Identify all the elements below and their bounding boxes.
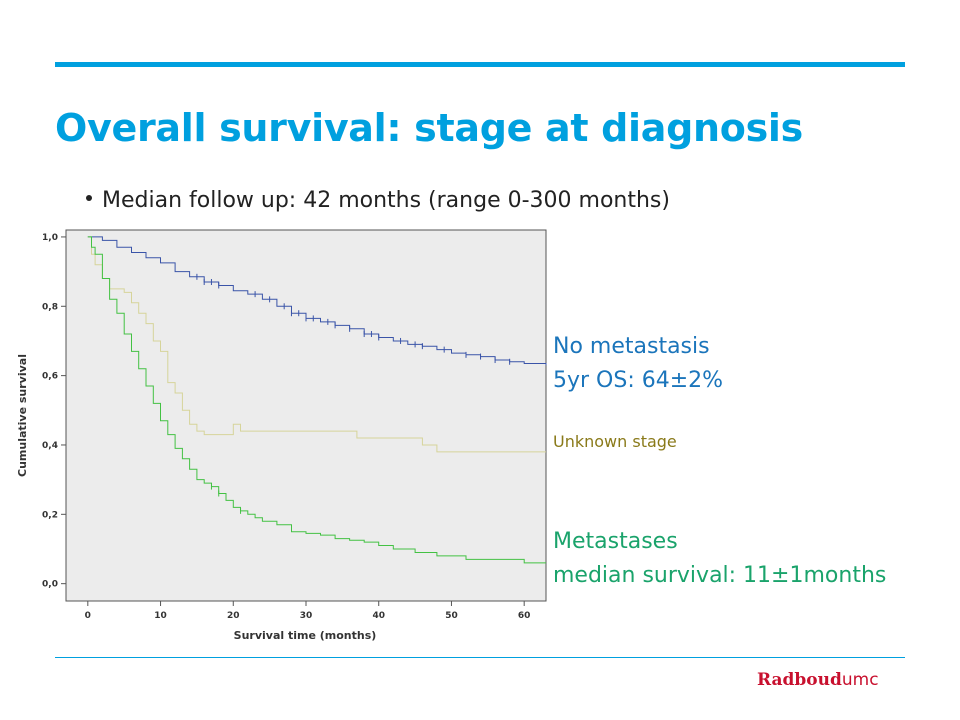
annotation-no-metastasis-os: 5yr OS: 64±2% [553,368,724,393]
top-rule [55,62,905,67]
bottom-rule [55,657,905,658]
slide-title: Overall survival: stage at diagnosis [55,106,803,150]
y-tick-label: 1,0 [42,233,58,243]
x-tick-label: 10 [154,611,167,621]
series-line-unknown-stage [87,236,546,453]
y-tick-label: 0,6 [42,372,58,382]
annotation-no-metastasis-title: No metastasis [553,334,710,359]
y-axis-label: Cumulative survival [16,354,29,477]
y-tick-label: 0,0 [42,580,58,590]
survival-chart-svg: 0 10 20 30 40 50 60 0,0 0,2 0,4 0,6 0,8 1,0 Cumulati… [16,229,547,642]
logo-brand: Radboud [757,670,842,690]
axes: 0 10 20 30 40 50 60 0,0 0,2 0,4 0,6 0,8 1,0 [42,233,530,621]
x-tick-label: 20 [227,611,240,621]
bullet-item: Median follow up: 42 months (range 0-300… [86,188,670,213]
y-tick-label: 0,2 [42,510,58,520]
annotation-no-metastasis: No metastasis 5yr OS: 64±2% [553,330,723,398]
radboudumc-logo: Radboudumc [757,670,879,690]
x-tick-label: 50 [445,611,458,621]
y-tick-label: 0,8 [42,302,58,312]
x-tick-label: 60 [518,611,531,621]
bullet-text: Median follow up: 42 months (range 0-300… [102,188,670,213]
plot-area [65,229,547,602]
annotation-metastases-title: Metastases [553,529,678,554]
x-tick-label: 40 [372,611,385,621]
x-axis-label: Survival time (months) [234,629,377,642]
annotation-unknown-stage: Unknown stage [553,432,677,451]
logo-suffix: umc [841,670,879,690]
annotation-metastases: Metastases median survival: 11±1months [553,525,886,593]
x-tick-label: 30 [300,611,313,621]
y-tick-label: 0,4 [42,441,58,451]
x-tick-label: 0 [85,611,91,621]
series-line-metastases [87,236,546,564]
annotation-metastases-median: median survival: 11±1months [553,563,887,588]
series-layer [87,236,547,564]
bullet-dot-icon [86,195,92,201]
survival-chart: 0 10 20 30 40 50 60 0,0 0,2 0,4 0,6 0,8 1,0 Cumulati… [0,225,560,650]
